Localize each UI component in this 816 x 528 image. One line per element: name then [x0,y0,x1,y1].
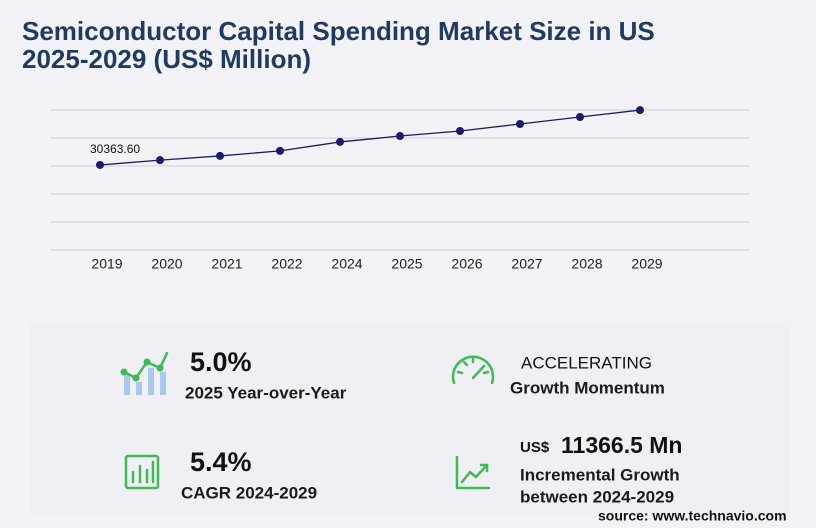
x-tick-label: 2024 [331,256,362,272]
data-point [636,106,644,115]
line-chart: 2019 2020 2021 2022 2024 2025 2026 2027 2028 2029… [50,106,750,272]
momentum-icon [451,355,495,385]
x-tick-label: 2025 [391,256,422,272]
data-point [516,120,524,128]
x-tick-label: 2028 [571,256,602,272]
series-line [99,109,641,166]
incremental-icon [455,455,491,490]
title-line-1: Semiconductor Capital Spending Market Si… [22,16,655,46]
x-tick-label: 2029 [631,256,662,272]
data-point [576,113,584,121]
data-point [396,132,404,141]
x-tick-label: 2026 [451,256,482,272]
cagr-label: CAGR 2024-2029 [181,483,317,502]
cagr-value: 5.4% [190,447,252,477]
incremental-value: 11366.5 Mn [561,432,682,458]
yoy-icon [120,351,169,395]
data-point [156,156,164,165]
incremental-label-1: Incremental Growth [520,465,680,484]
source: source: www.technavio.com [598,508,787,524]
x-tick-label: 2019 [91,256,122,272]
cagr-icon [124,454,160,490]
data-point [276,146,284,155]
data-point [456,127,464,135]
data-point [96,160,104,169]
yoy-label: 2025 Year-over-Year [185,383,347,402]
data-point [216,151,224,160]
incremental-prefix: US$ [520,439,550,456]
x-tick-label: 2020 [151,256,182,272]
incremental-label-2: between 2024-2029 [520,487,674,506]
title-line-2: 2025-2029 (US$ Million) [22,44,311,74]
yoy-value: 5.0% [190,347,252,377]
x-tick-label: 2027 [511,256,542,272]
x-tick-label: 2022 [271,256,302,272]
momentum-value: ACCELERATING [521,353,652,372]
momentum-label: Growth Momentum [510,378,665,397]
x-tick-label: 2021 [211,256,242,272]
data-label: 30363.60 [90,142,140,156]
stats-panel [30,322,790,514]
data-point [336,137,344,146]
